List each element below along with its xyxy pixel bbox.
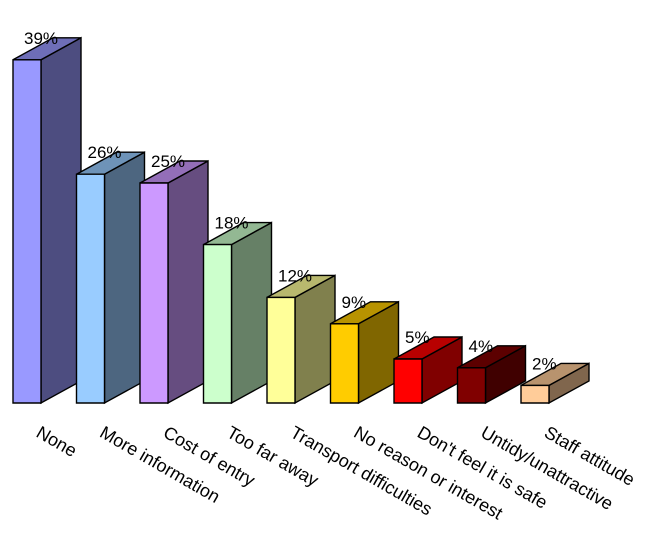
data-label: 2% [532, 354, 557, 373]
data-label: 39% [24, 29, 58, 48]
bar-front-face [266, 296, 296, 404]
bar-side-face [103, 151, 146, 405]
bar-front-face [456, 367, 487, 404]
bar-side-face [167, 159, 209, 405]
data-label: 25% [151, 152, 185, 171]
data-label: 5% [405, 328, 430, 347]
bar-7 [456, 344, 527, 405]
data-labels-group: 39% 26% 25% 18% 12% 9% 5% 4% 2% [24, 29, 557, 374]
bar-front-face [139, 182, 169, 404]
data-label: 12% [278, 266, 312, 285]
bar-8 [520, 362, 590, 405]
bar-front-face [520, 384, 550, 404]
bar-front-face [202, 243, 233, 404]
bar-front-face [329, 323, 360, 404]
data-label: 26% [88, 143, 122, 162]
bar-side-face [40, 36, 82, 405]
bar-5 [329, 300, 400, 405]
bar-front-face [12, 59, 42, 404]
bar-0 [12, 36, 82, 405]
data-label: 18% [215, 214, 249, 233]
data-label: 9% [342, 293, 367, 312]
bar-front-face [393, 358, 423, 404]
category-label: None [33, 422, 80, 461]
bar-6 [393, 335, 463, 405]
bar-side-face [230, 221, 273, 405]
bar-2 [139, 159, 209, 405]
bar-4 [266, 274, 336, 405]
data-label: 4% [469, 337, 494, 356]
bar-front-face [75, 173, 106, 404]
bar-3 [202, 221, 273, 405]
bar-1 [75, 151, 146, 405]
bars-group [12, 36, 590, 405]
